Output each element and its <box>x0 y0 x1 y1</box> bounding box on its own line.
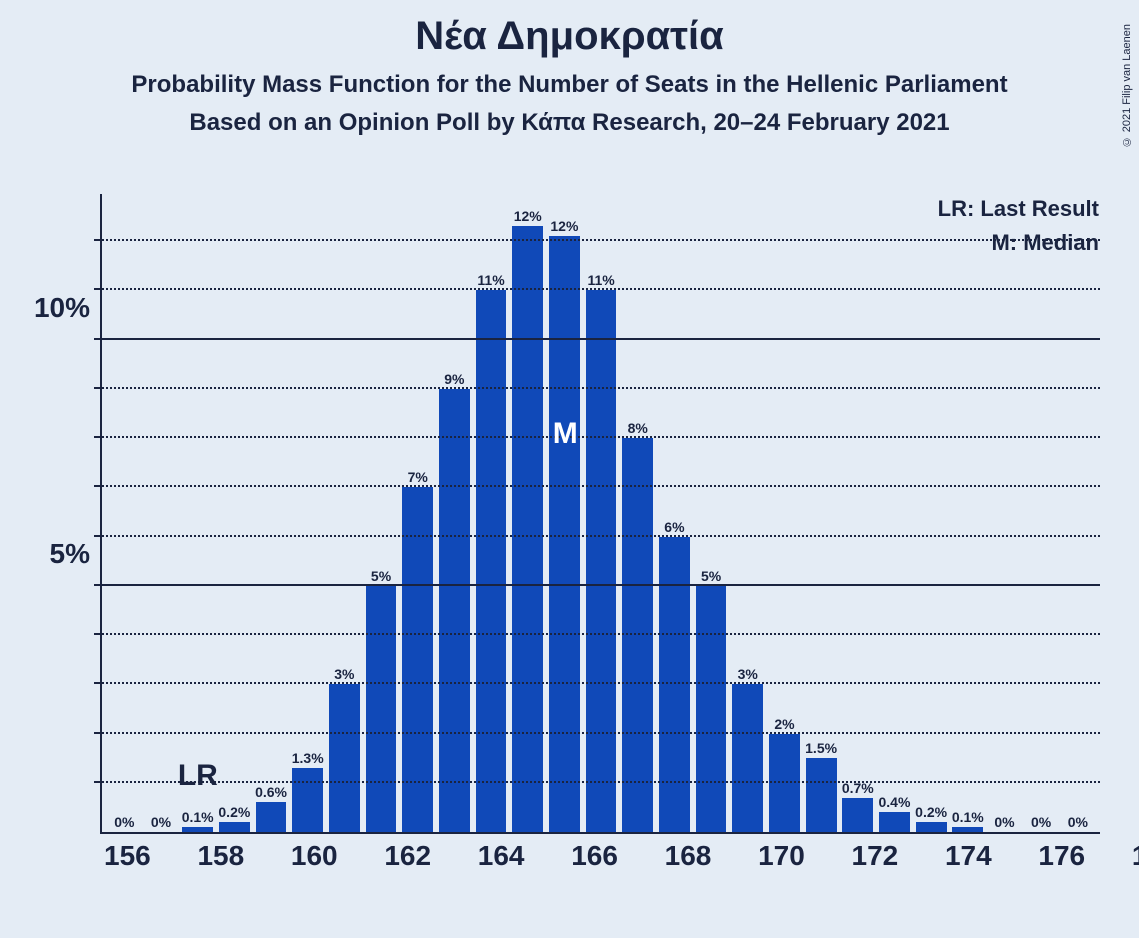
bar <box>696 586 727 832</box>
plot-area: 0%0%0.1%0.2%0.6%1.3%3%5%7%9%11%12%12%11%… <box>100 194 1100 834</box>
chart: 0%0%0.1%0.2%0.6%1.3%3%5%7%9%11%12%12%11%… <box>100 194 1100 834</box>
bar-value-label: 5% <box>701 568 721 584</box>
y-tick <box>94 387 102 389</box>
bar-value-label: 5% <box>371 568 391 584</box>
x-axis-label: 162 <box>384 840 431 872</box>
x-axis-label: 156 <box>104 840 151 872</box>
main-title: Νέα Δημοκρατία <box>0 14 1139 59</box>
y-tick <box>94 239 102 241</box>
bar-value-label: 2% <box>774 716 794 732</box>
x-axis-label: 168 <box>665 840 712 872</box>
gridline-minor <box>102 535 1100 537</box>
bar <box>219 822 250 832</box>
gridline-major <box>102 338 1100 340</box>
y-axis-label: 10% <box>34 292 90 324</box>
bar-value-label: 3% <box>334 666 354 682</box>
bar <box>329 684 360 832</box>
bar-value-label: 0.6% <box>255 784 287 800</box>
y-tick <box>94 288 102 290</box>
bar-value-label: 0.4% <box>878 794 910 810</box>
gridline-minor <box>102 239 1100 241</box>
bar-value-label: 0% <box>1031 814 1051 830</box>
y-tick <box>94 338 102 340</box>
gridline-minor <box>102 732 1100 734</box>
bar-value-label: 6% <box>664 519 684 535</box>
bar <box>366 586 397 832</box>
bar-value-label: 11% <box>587 272 614 288</box>
x-axis-label: 178 <box>1132 840 1139 872</box>
x-axis-label: 160 <box>291 840 338 872</box>
bar <box>732 684 763 832</box>
bar-value-label: 0.2% <box>915 804 947 820</box>
x-axis-label: 176 <box>1038 840 1085 872</box>
bar-value-label: 0.1% <box>182 809 214 825</box>
y-tick <box>94 682 102 684</box>
bar <box>842 798 873 832</box>
bar-value-label: 1.5% <box>805 740 837 756</box>
bar-value-label: 12% <box>550 218 578 234</box>
bar <box>622 438 653 832</box>
bar <box>879 812 910 832</box>
bar <box>512 226 543 832</box>
gridline-major <box>102 584 1100 586</box>
bar <box>476 290 507 832</box>
x-axis-label: 158 <box>197 840 244 872</box>
gridline-minor <box>102 485 1100 487</box>
bar-value-label: 9% <box>444 371 464 387</box>
bar-value-label: 0% <box>1068 814 1088 830</box>
y-tick <box>94 584 102 586</box>
y-tick <box>94 436 102 438</box>
x-axis-label: 174 <box>945 840 992 872</box>
copyright-text: © 2021 Filip van Laenen <box>1121 24 1133 147</box>
bar <box>586 290 617 832</box>
bar-value-label: 7% <box>408 469 428 485</box>
bar-value-label: 0.1% <box>952 809 984 825</box>
x-axis-label: 172 <box>852 840 899 872</box>
y-axis-label: 5% <box>50 538 90 570</box>
gridline-minor <box>102 633 1100 635</box>
gridline-minor <box>102 288 1100 290</box>
bar <box>659 537 690 832</box>
gridline-minor <box>102 781 1100 783</box>
bar-value-label: 0% <box>994 814 1014 830</box>
bar-value-label: 1.3% <box>292 750 324 766</box>
bar-value-label: 12% <box>514 208 542 224</box>
bar-value-label: 0.2% <box>218 804 250 820</box>
bar-value-label: 8% <box>628 420 648 436</box>
bar <box>182 827 213 832</box>
gridline-minor <box>102 387 1100 389</box>
bar-value-label: 11% <box>477 272 504 288</box>
subtitle-1: Probability Mass Function for the Number… <box>0 71 1139 99</box>
bar <box>952 827 983 832</box>
bar <box>256 802 287 832</box>
gridline-minor <box>102 436 1100 438</box>
y-tick <box>94 633 102 635</box>
bar <box>439 389 470 832</box>
x-axis-label: 170 <box>758 840 805 872</box>
subtitle-2: Based on an Opinion Poll by Κάπα Researc… <box>0 109 1139 137</box>
x-axis-label: 164 <box>478 840 525 872</box>
gridline-minor <box>102 682 1100 684</box>
bar-value-label: 0% <box>151 814 171 830</box>
x-axis-labels: 1561571581591601611621631641651661671681… <box>100 840 1100 872</box>
bar-value-label: 0% <box>114 814 134 830</box>
x-axis-label: 166 <box>571 840 618 872</box>
y-tick <box>94 535 102 537</box>
bar <box>806 758 837 832</box>
y-tick <box>94 781 102 783</box>
bar <box>292 768 323 832</box>
y-tick <box>94 732 102 734</box>
y-tick <box>94 485 102 487</box>
bar <box>916 822 947 832</box>
bar-value-label: 3% <box>738 666 758 682</box>
